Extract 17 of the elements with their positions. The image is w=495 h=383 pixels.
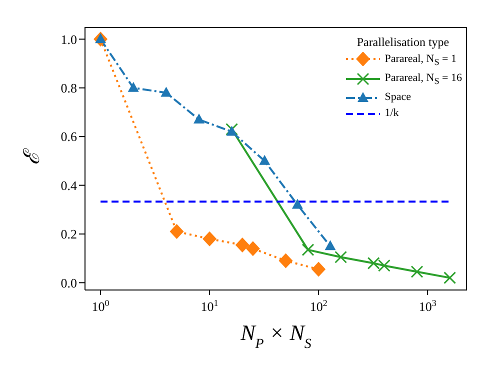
x-tick-label: 10$^{1}$ [200, 298, 218, 314]
y-tick-label: 0.0 [60, 275, 77, 290]
y-tick-label: 0.8 [60, 80, 77, 96]
x-axis-title: N$_{P}$ × N$_{S}$ [240, 320, 312, 352]
x-tick-label: 10$^{0}$ [92, 298, 110, 314]
legend-label: Parareal, N$_{S}$ = 1 [384, 53, 456, 68]
x-tick-label: 10$^{2}$ [310, 298, 328, 314]
y-tick-label: 0.2 [60, 226, 77, 242]
y-axis-title: ℰ [19, 148, 44, 165]
y-tick-label: 0.4 [60, 178, 78, 193]
legend-label: 1/k [384, 107, 399, 120]
legend-title: Parallelisation type [356, 34, 450, 50]
legend-label: Space [384, 91, 411, 104]
legend-label: Parareal, N$_{S}$ = 16 [384, 72, 462, 86]
x-tick-label: 10$^{3}$ [418, 298, 437, 314]
y-tick-label: 1.0 [60, 32, 77, 47]
y-tick-label: 0.6 [60, 129, 78, 144]
